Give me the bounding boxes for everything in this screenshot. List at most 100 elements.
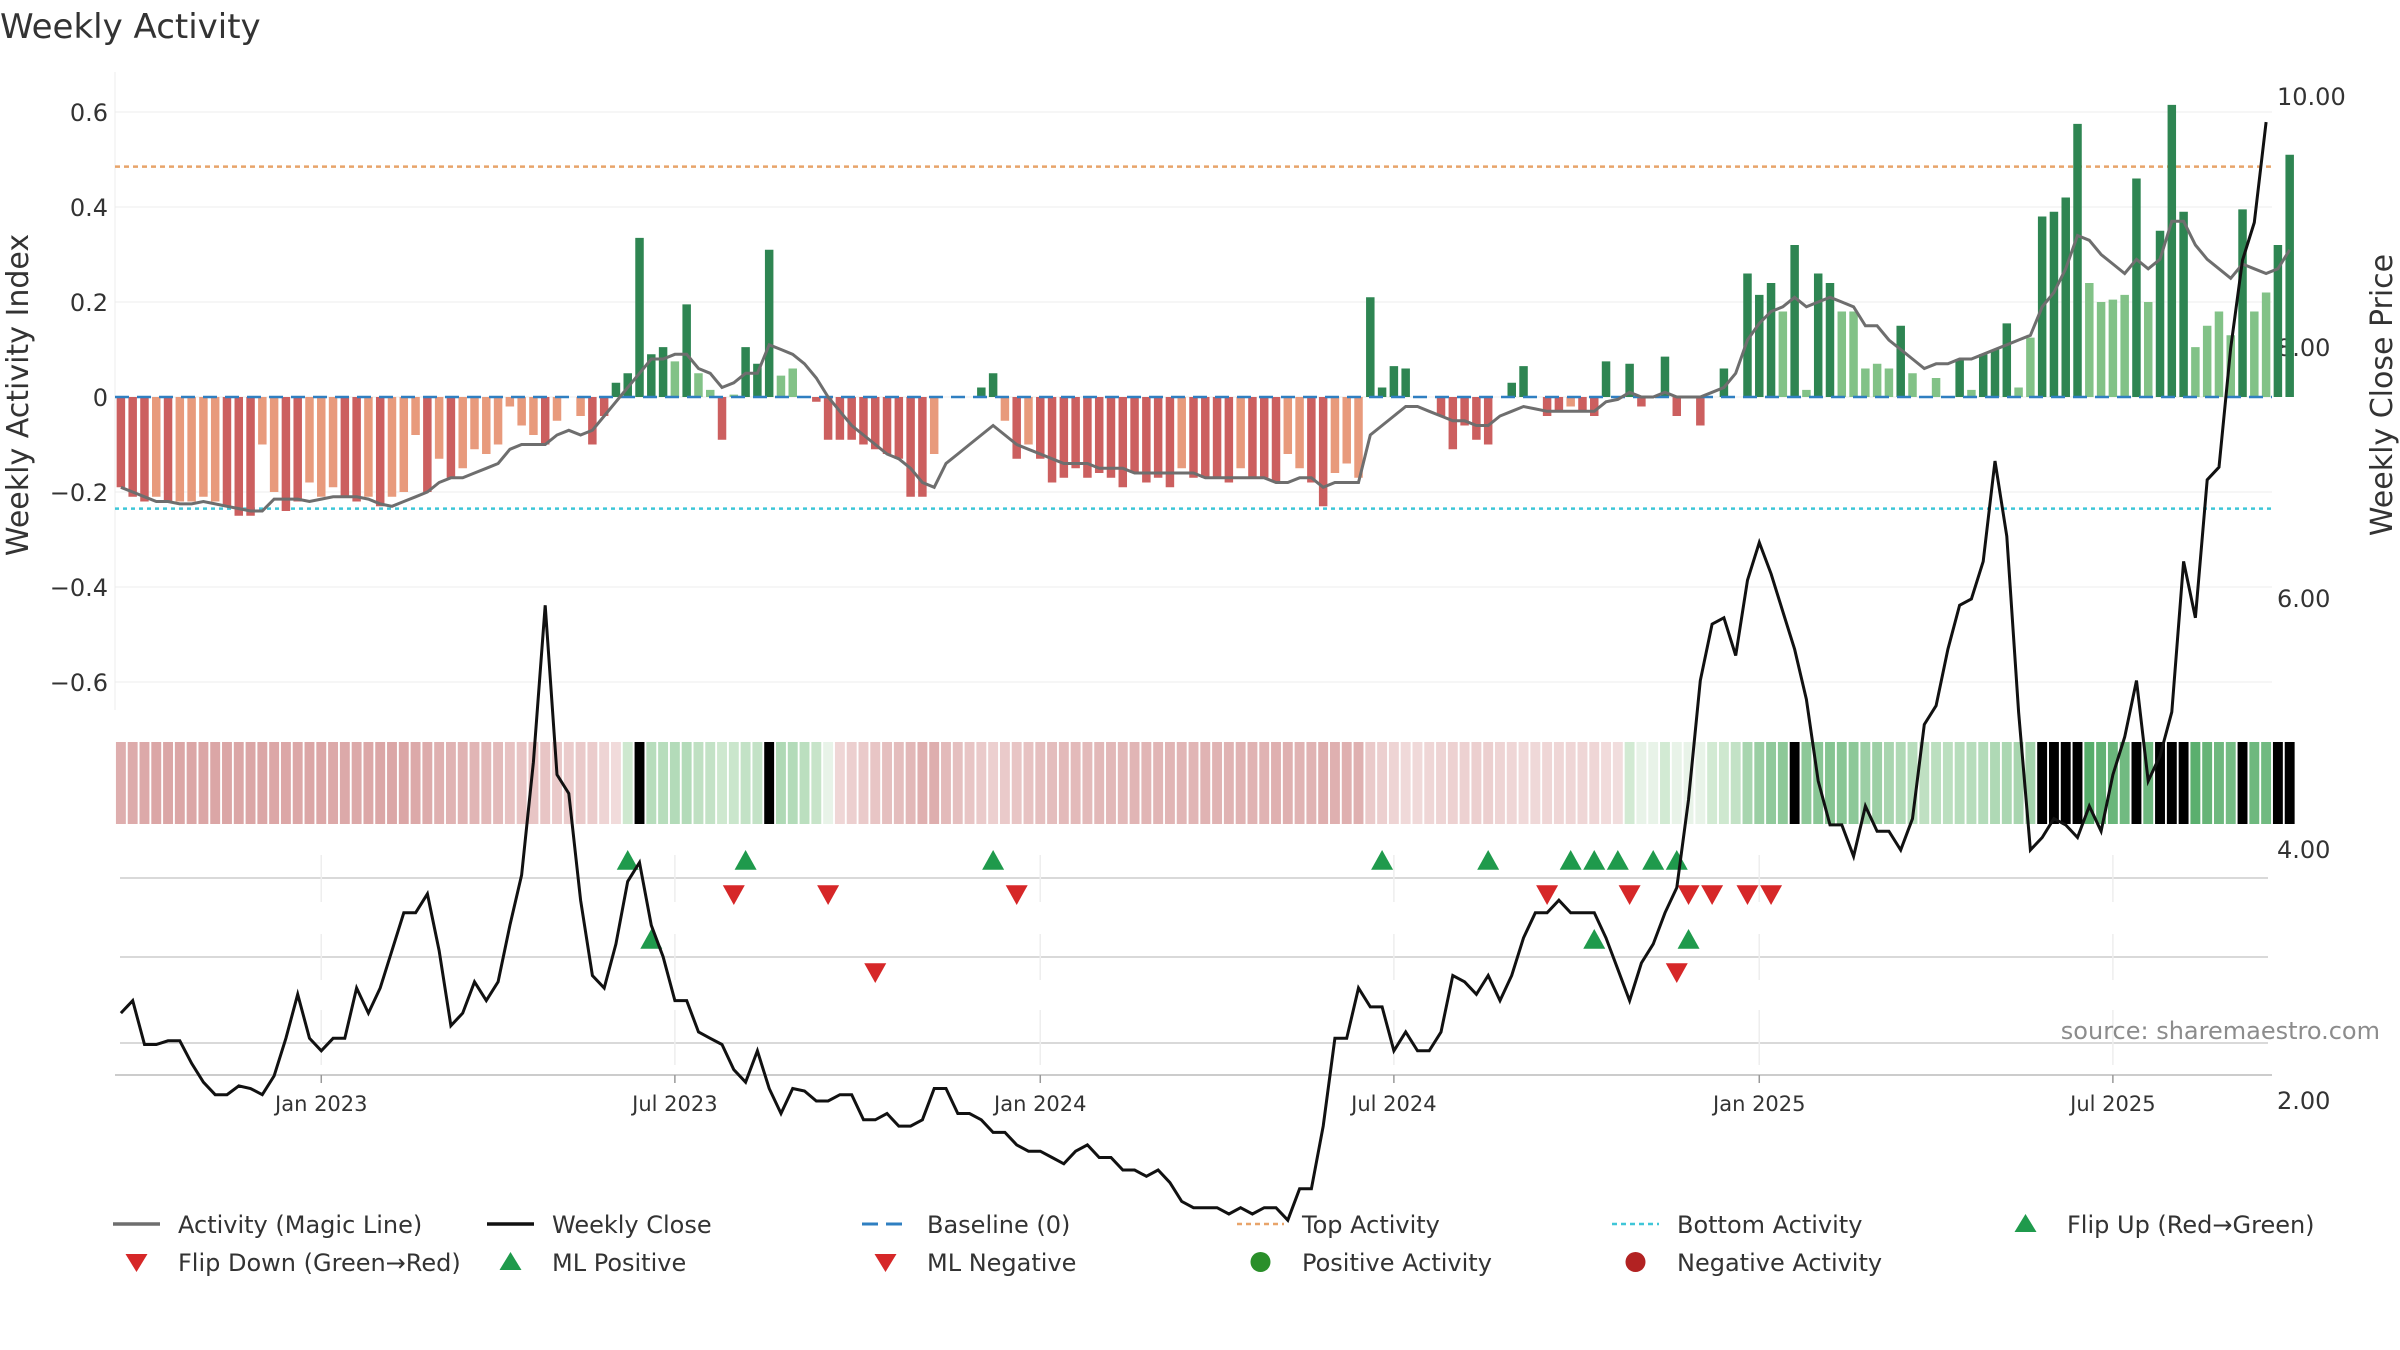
activity-bar: [269, 397, 279, 492]
heatstrip-cell: [1565, 742, 1576, 824]
activity-bar: [1212, 397, 1222, 478]
heatstrip-cell: [1329, 742, 1340, 824]
heatstrip-cell: [1341, 742, 1352, 824]
activity-bar: [576, 397, 585, 416]
heatstrip-cell: [705, 742, 716, 824]
activity-bar: [977, 387, 986, 397]
activity-bar: [1083, 397, 1092, 478]
heatstrip-cell: [1176, 742, 1187, 824]
activity-bar: [588, 397, 597, 445]
heatstrip-cell: [1188, 742, 1199, 824]
heatstrip-cell: [681, 742, 692, 824]
activity-bar: [1201, 397, 1210, 478]
activity-bar: [258, 397, 267, 445]
heatstrip-cell: [151, 742, 162, 824]
activity-bar: [399, 397, 409, 492]
activity-bar: [1224, 397, 1234, 483]
flip-down-marker: [1760, 885, 1783, 905]
heatstrip-cell: [163, 742, 173, 824]
flip-down-marker: [1736, 885, 1759, 905]
heatstrip-cell: [1801, 742, 1812, 824]
heatstrip-cell: [233, 742, 244, 824]
heatstrip-cell: [398, 742, 409, 824]
heatstrip-cell: [1553, 742, 1564, 824]
heatstrip-cell: [2013, 742, 2024, 824]
activity-bar: [894, 397, 904, 459]
activity-bar: [505, 397, 515, 407]
flip-down-marker: [1618, 885, 1641, 905]
activity-bar: [1094, 397, 1104, 473]
activity-bar: [2014, 387, 2023, 397]
heatstrip-cell: [2001, 742, 2012, 824]
ml-positive-marker: [1677, 929, 1700, 949]
heatstrip-cell: [929, 742, 940, 824]
activity-bar: [2191, 347, 2200, 397]
heatstrip-cell: [2190, 742, 2201, 824]
activity-bar: [2061, 197, 2070, 397]
activity-bar: [788, 368, 797, 397]
activity-bar: [1967, 389, 1976, 397]
activity-bar: [2179, 211, 2188, 397]
heatstrip-cell: [1836, 742, 1847, 824]
activity-bar: [1566, 397, 1575, 407]
activity-bar: [434, 397, 444, 459]
activity-bar: [1837, 311, 1847, 397]
legend-swatch: [1625, 1252, 1646, 1272]
activity-bar: [1578, 397, 1587, 412]
left-axis: 0.6 0.4 0.2 0 −0.2 −0.4 −0.6: [50, 99, 108, 697]
left-tick-label: −0.4: [50, 574, 108, 602]
activity-bar: [1672, 397, 1682, 416]
heatstrip-cell: [328, 742, 339, 824]
activity-bar: [1884, 368, 1894, 397]
activity-bar: [246, 397, 255, 516]
x-tick-label: Jan 2025: [1711, 1092, 1806, 1116]
activity-bar: [918, 397, 927, 497]
heatstrip-cell: [693, 742, 704, 824]
heatstrip-cell: [1483, 742, 1494, 824]
activity-bar: [352, 397, 361, 502]
x-axis: Jan 2023 Jul 2023 Jan 2024 Jul 2024 Jan 2025…: [115, 1074, 2272, 1116]
activity-bar: [1472, 397, 1481, 440]
heatstrip-cell: [257, 742, 268, 824]
activity-bar: [281, 397, 291, 511]
heatstrip-cell: [1247, 742, 1258, 824]
legend-label: Weekly Close: [552, 1211, 712, 1239]
activity-bar: [1071, 397, 1080, 469]
heatstrip-cell: [1271, 742, 1281, 824]
activity-bar: [1366, 297, 1375, 397]
legend-swatch: [2014, 1214, 2037, 1232]
heatstrip-cell: [1612, 742, 1623, 824]
heatstrip-cell: [422, 742, 433, 824]
heatstrip-cell: [1200, 742, 1211, 824]
heatstrip-cell: [1459, 742, 1470, 824]
heatstrip-cell: [1931, 742, 1942, 824]
legend-label: Activity (Magic Line): [178, 1211, 422, 1239]
heatstrip-cell: [115, 742, 126, 824]
heatstrip-cell: [941, 742, 951, 824]
heatstrip-cell: [976, 742, 987, 824]
activity-bar: [694, 373, 703, 397]
activity-bar: [423, 397, 432, 492]
activity-bar: [1106, 397, 1116, 478]
ml-negative-marker: [1665, 963, 1688, 983]
activity-bar: [1307, 397, 1316, 483]
activity-bar: [140, 397, 149, 502]
heatstrip-cell: [610, 742, 621, 824]
activity-bar: [1790, 245, 1799, 397]
heatstrip-cell: [2178, 742, 2189, 824]
chart-title: Weekly Activity: [0, 7, 261, 47]
left-tick-label: 0.4: [70, 194, 108, 222]
heatstrip-cell: [1777, 742, 1788, 824]
left-axis-label: Weekly Activity Index: [1, 234, 36, 556]
heatstrip-cell: [1436, 742, 1446, 824]
heatstrip-cell: [1766, 742, 1777, 824]
x-tick-label: Jan 2024: [992, 1092, 1087, 1116]
activity-bar: [906, 397, 915, 497]
left-tick-label: −0.6: [50, 669, 108, 697]
heatstrip-cell: [375, 742, 386, 824]
right-axis-label: Weekly Close Price: [2365, 254, 2400, 536]
heatstrip-cell: [127, 742, 138, 824]
heatstrip-cell: [469, 742, 480, 824]
legend-swatch: [125, 1254, 148, 1272]
heatstrip-cell: [1660, 742, 1670, 824]
